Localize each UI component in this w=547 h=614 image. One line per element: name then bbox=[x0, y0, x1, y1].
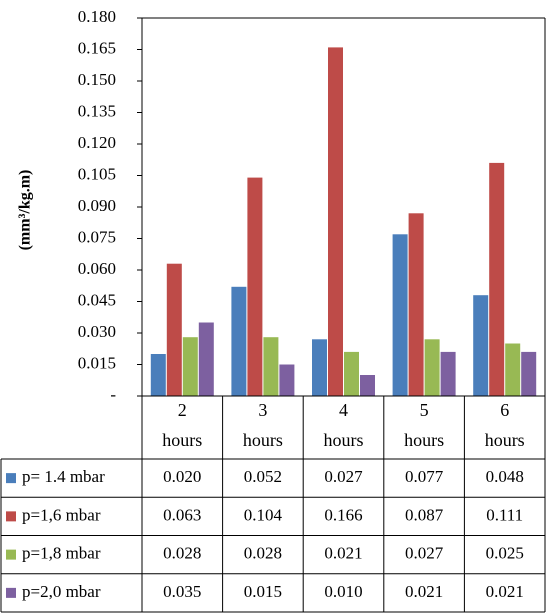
y-tick-label: 0.150 bbox=[78, 70, 116, 89]
y-axis: - 0.015 0.030 0.045 0.060 0.075 0.090 0.105 0.12… bbox=[78, 7, 143, 404]
bar bbox=[505, 343, 521, 396]
x-category-unit: hours bbox=[324, 430, 364, 450]
bar bbox=[182, 337, 198, 396]
table-value-cell: 0.027 bbox=[324, 467, 363, 486]
legend-series-name: p=1,6 mbar bbox=[22, 505, 101, 524]
table-value-cell: 0.052 bbox=[244, 467, 282, 486]
bar bbox=[360, 375, 375, 396]
bar bbox=[247, 177, 263, 396]
x-category-unit: hours bbox=[162, 430, 202, 450]
bar bbox=[198, 322, 214, 396]
bar bbox=[231, 286, 247, 396]
bar bbox=[263, 337, 279, 396]
bar bbox=[424, 339, 440, 396]
table-value-cell: 0.010 bbox=[324, 582, 362, 601]
y-tick-label: 0.180 bbox=[78, 7, 116, 26]
table-value-cell: 0.028 bbox=[163, 544, 201, 563]
table-value-cell: 0.111 bbox=[486, 505, 523, 524]
x-category-unit: hours bbox=[404, 430, 444, 450]
bar bbox=[312, 339, 327, 396]
table-value-cell: 0.063 bbox=[163, 505, 201, 524]
table-value-cell: 0.077 bbox=[405, 467, 444, 486]
x-category-number: 4 bbox=[339, 400, 348, 420]
y-tick-label: 0.030 bbox=[78, 322, 116, 341]
y-tick-label: 0.105 bbox=[78, 164, 116, 183]
table-value-cell: 0.025 bbox=[486, 544, 524, 563]
bar bbox=[473, 295, 489, 396]
table-value-cell: 0.166 bbox=[324, 505, 362, 524]
y-tick-label: 0.060 bbox=[78, 259, 116, 278]
legend-swatch bbox=[6, 549, 16, 560]
x-category-number: 5 bbox=[420, 400, 429, 420]
bar bbox=[408, 213, 424, 396]
y-tick-label: 0.075 bbox=[78, 227, 116, 246]
table-value-cell: 0.104 bbox=[244, 505, 283, 524]
bar bbox=[344, 351, 359, 396]
data-table: 2 hours 3 hours 4 hours 5 hours 6 hours p= 1.4 mba… bbox=[0, 395, 546, 613]
table-value-cell: 0.087 bbox=[405, 505, 444, 524]
bar bbox=[150, 354, 166, 396]
y-tick-label: 0.120 bbox=[78, 133, 116, 152]
bar bbox=[392, 234, 408, 396]
y-axis-label: (mm³/kg.m) bbox=[17, 170, 34, 251]
bars bbox=[150, 47, 537, 397]
table-value-cell: 0.021 bbox=[486, 582, 524, 601]
legend-swatch bbox=[6, 511, 16, 522]
table-value-cell: 0.048 bbox=[486, 467, 524, 486]
bar bbox=[489, 162, 505, 396]
x-category-unit: hours bbox=[485, 430, 525, 450]
bar bbox=[328, 47, 343, 397]
legend-series-name: p=1,8 mbar bbox=[22, 544, 101, 563]
y-tick-label: 0.015 bbox=[78, 353, 116, 372]
plot-area bbox=[142, 17, 546, 396]
table-value-cell: 0.015 bbox=[244, 582, 282, 601]
bar bbox=[440, 351, 456, 396]
y-tick-label: - bbox=[110, 385, 116, 404]
y-tick-label: 0.090 bbox=[78, 196, 116, 215]
y-tick-label: 0.165 bbox=[78, 38, 116, 57]
legend-swatch bbox=[6, 473, 16, 484]
x-category-unit: hours bbox=[243, 430, 283, 450]
table-value-cell: 0.020 bbox=[163, 467, 201, 486]
legend-series-name: p=2,0 mbar bbox=[22, 582, 101, 601]
table-value-cell: 0.027 bbox=[405, 544, 444, 563]
table-value-cell: 0.021 bbox=[405, 582, 443, 601]
x-category-number: 2 bbox=[178, 400, 187, 420]
x-category-number: 6 bbox=[500, 400, 509, 420]
table-value-cell: 0.035 bbox=[163, 582, 201, 601]
y-tick-label: 0.045 bbox=[78, 290, 116, 309]
table-value-cell: 0.028 bbox=[244, 544, 282, 563]
y-tick-label: 0.135 bbox=[78, 101, 116, 120]
bar bbox=[166, 263, 182, 396]
legend-series-name: p= 1.4 mbar bbox=[22, 467, 105, 486]
bar bbox=[521, 351, 537, 396]
legend-swatch bbox=[6, 587, 16, 598]
x-category-number: 3 bbox=[258, 400, 267, 420]
bar bbox=[279, 364, 295, 396]
table-value-cell: 0.021 bbox=[324, 544, 362, 563]
